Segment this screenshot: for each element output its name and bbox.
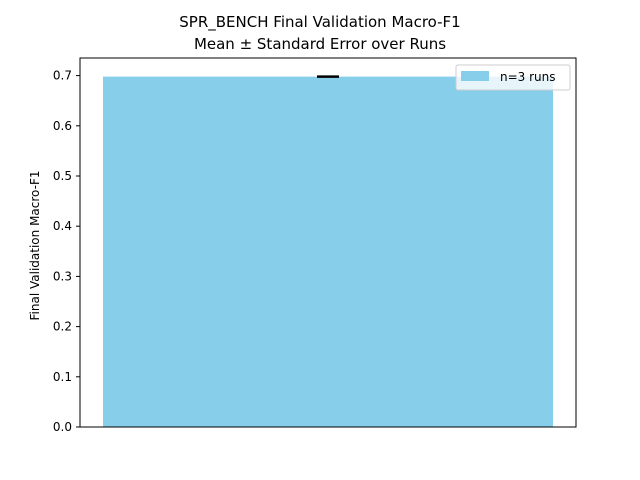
chart-title: SPR_BENCH Final Validation Macro-F1 [179, 13, 460, 32]
y-tick-label: 0.4 [53, 219, 72, 233]
y-tick-label: 0.5 [53, 169, 72, 183]
bars-group [103, 76, 553, 427]
y-tick-label: 0.1 [53, 370, 72, 384]
chart-subtitle: Mean ± Standard Error over Runs [194, 35, 446, 53]
legend-swatch [461, 71, 489, 81]
legend: n=3 runs [455, 64, 571, 91]
legend-label: n=3 runs [500, 70, 556, 84]
y-tick-label: 0.2 [53, 320, 72, 334]
y-axis: 0.0 0.1 0.2 0.3 0.4 0.5 0.6 0.7 [53, 69, 80, 434]
y-tick-label: 0.6 [53, 119, 72, 133]
plot-area: 0.0 0.1 0.2 0.3 0.4 0.5 0.6 0.7 [53, 57, 577, 434]
y-tick-label: 0.3 [53, 269, 72, 283]
axes-frame [79, 57, 577, 428]
y-axis-label: Final Validation Macro-F1 [28, 171, 42, 321]
errorbars-group [317, 75, 339, 78]
y-tick-label: 0.7 [53, 69, 72, 83]
y-tick-label: 0.0 [53, 420, 72, 434]
bar [103, 76, 553, 427]
